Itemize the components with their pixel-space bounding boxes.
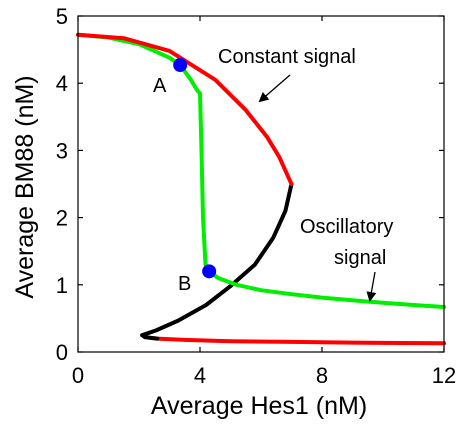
- y-tick-label: 3: [56, 138, 68, 163]
- point-a-label: A: [153, 75, 167, 97]
- x-tick-label: 8: [316, 363, 328, 388]
- y-axis-title: Average BM88 (nM): [11, 75, 39, 298]
- y-tick-label: 5: [56, 4, 68, 29]
- y-tick-label: 0: [56, 340, 68, 365]
- constant-signal-arrow: [258, 74, 291, 103]
- lower-stable-curve: [143, 335, 446, 346]
- unstable-curve: [140, 182, 294, 341]
- oscillatory-curve: [76, 32, 446, 309]
- point-b-marker: [202, 264, 217, 279]
- oscillatory-annotation-line2: signal: [334, 247, 386, 269]
- oscillatory-annotation: Oscillatory: [300, 216, 393, 238]
- upper-stable-curve: [76, 32, 294, 186]
- x-tick-label: 12: [432, 363, 456, 388]
- constant-signal-annotation: Constant signal: [218, 46, 356, 68]
- points-layer: [173, 58, 217, 279]
- plot-frame: [77, 15, 445, 353]
- y-tick-label: 4: [56, 71, 68, 96]
- x-axis-title: Average Hes1 (nM): [151, 392, 367, 420]
- oscillatory-arrow: [366, 271, 377, 302]
- point-a-marker: [173, 58, 188, 73]
- curves-layer: [76, 32, 446, 346]
- x-tick-label: 0: [72, 363, 84, 388]
- y-tick-label: 1: [56, 273, 68, 298]
- y-tick-label: 2: [56, 206, 68, 231]
- x-tick-label: 4: [194, 363, 206, 388]
- point-b-label: B: [178, 273, 191, 295]
